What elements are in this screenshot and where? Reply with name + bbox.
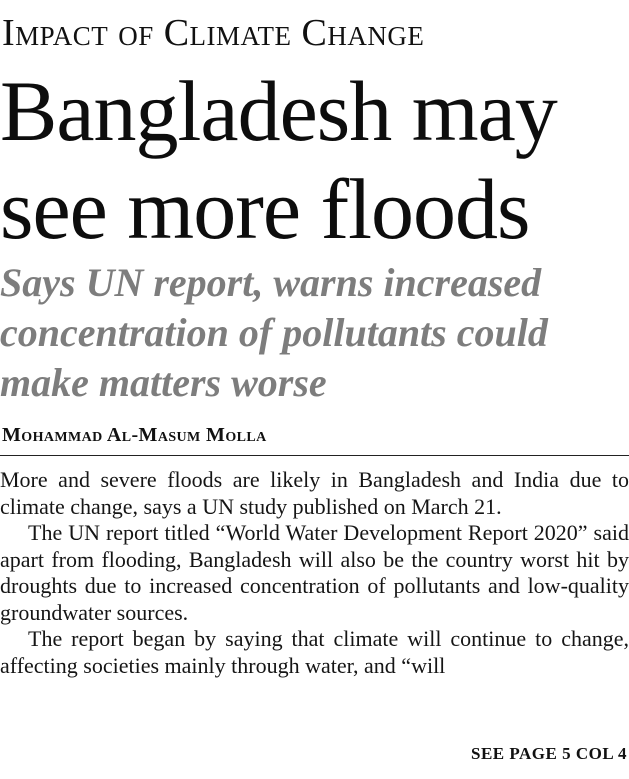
subhead-line-3: make matters worse [0, 360, 327, 405]
subhead-line-1: Says UN report, warns increased [0, 260, 542, 305]
headline-line-2: see more floods [0, 161, 531, 257]
headline-line-1: Bangladesh may [0, 63, 558, 159]
article-body: More and severe floods are likely in Ban… [0, 467, 629, 679]
continued-jump-line: SEE PAGE 5 COL 4 [471, 744, 627, 763]
subhead-line-2: concentration of pollutants could [0, 310, 548, 355]
body-paragraph-2: The UN report titled “World Water Develo… [0, 520, 629, 625]
body-paragraph-3: The report began by saying that climate … [0, 626, 629, 678]
body-paragraph-1: More and severe floods are likely in Ban… [0, 467, 629, 519]
section-kicker: Impact of Climate Change [2, 12, 425, 54]
subheadline: Says UN report, warns increased concentr… [0, 258, 629, 408]
author-byline: Mohammad Al-Masum Molla [2, 424, 267, 446]
headline: Bangladesh may see more floods [0, 62, 629, 258]
byline-divider [0, 455, 629, 456]
